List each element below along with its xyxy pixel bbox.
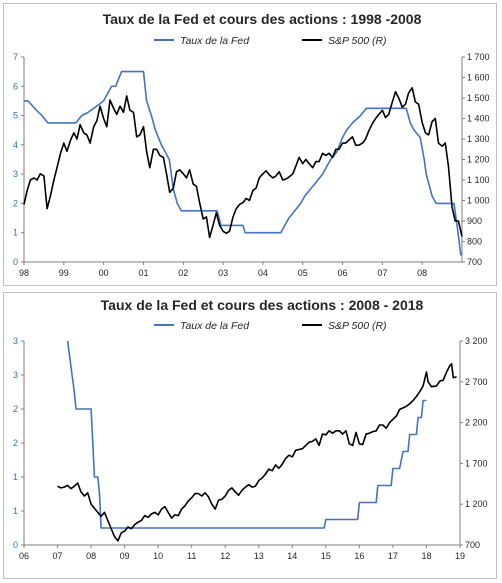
y-right-tick-label: 2 200 (465, 418, 488, 428)
y-right-tick-label: 1 200 (465, 499, 488, 509)
x-tick-label: 00 (99, 268, 109, 278)
y-left-tick-label: 2 (13, 404, 18, 414)
y-left-tick-label: 4 (13, 140, 18, 150)
legend-label-sp500: S&P 500 (R) (328, 320, 387, 332)
y-right-tick-label: 1 700 (465, 458, 488, 468)
y-right-tick-label: 900 (467, 216, 482, 226)
y-right-tick-label: 1 400 (467, 114, 490, 124)
y-right-tick-label: 800 (467, 237, 482, 247)
x-tick-label: 15 (321, 551, 331, 561)
y-right-tick-label: 1 600 (467, 73, 490, 83)
y-right-tick-label: 1 100 (467, 175, 490, 185)
x-tick-label: 08 (86, 551, 96, 561)
y-left-tick-label: 1 (13, 506, 18, 516)
chart-title: Taux de la Fed et cours des actions : 19… (103, 11, 422, 27)
x-tick-label: 98 (19, 268, 29, 278)
y-left-tick-label: 2 (13, 438, 18, 448)
y-left-tick-label: 5 (13, 111, 18, 121)
y-right-tick-label: 1 500 (467, 93, 490, 103)
y-right-tick-label: 700 (467, 257, 482, 267)
x-tick-label: 10 (153, 551, 163, 561)
x-tick-label: 08 (417, 268, 427, 278)
legend-label-sp500: S&P 500 (R) (328, 35, 387, 47)
x-tick-label: 13 (254, 551, 264, 561)
series-line-sp500 (57, 363, 457, 542)
y-right-tick-label: 1 300 (467, 134, 490, 144)
y-left-tick-label: 7 (13, 52, 18, 62)
x-tick-label: 17 (388, 551, 398, 561)
x-tick-label: 18 (421, 551, 431, 561)
y-right-tick-label: 1 700 (467, 52, 490, 62)
y-left-tick-label: 3 (13, 370, 18, 380)
x-tick-label: 12 (220, 551, 230, 561)
series-line-fed-rate (66, 340, 427, 529)
x-tick-label: 16 (354, 551, 364, 561)
x-tick-label: 14 (287, 551, 297, 561)
legend-label-fed: Taux de la Fed (180, 35, 250, 47)
series-line-sp500 (23, 87, 463, 239)
chart-panel-2008-2018: Taux de la Fed et cours des actions : 20… (3, 292, 497, 579)
x-tick-label: 01 (138, 268, 148, 278)
y-right-tick-label: 1 000 (467, 196, 490, 206)
x-tick-label: 06 (338, 268, 348, 278)
x-tick-label: 19 (455, 551, 465, 561)
chart-2008-2018: Taux de la Fed et cours des actions : 20… (13, 297, 488, 561)
x-tick-label: 04 (258, 268, 268, 278)
y-left-tick-label: 0 (13, 540, 18, 550)
y-right-tick-label: 3 200 (465, 336, 488, 346)
y-left-tick-label: 2 (13, 198, 18, 208)
x-tick-label: 05 (298, 268, 308, 278)
x-tick-label: 03 (218, 268, 228, 278)
y-left-tick-label: 6 (13, 81, 18, 91)
x-tick-label: 09 (120, 551, 130, 561)
legend-label-fed: Taux de la Fed (180, 320, 250, 332)
y-right-tick-label: 1 200 (467, 155, 490, 165)
chart-1998-2008: Taux de la Fed et cours des actions : 19… (13, 11, 490, 278)
y-right-tick-label: 2 700 (465, 377, 488, 387)
y-left-tick-label: 1 (13, 228, 18, 238)
series-line-fed-rate (24, 70, 462, 256)
chart-title: Taux de la Fed et cours des actions : 20… (101, 297, 424, 313)
y-left-tick-label: 0 (13, 257, 18, 267)
x-tick-label: 07 (53, 551, 63, 561)
x-tick-label: 06 (19, 551, 29, 561)
y-left-tick-label: 3 (13, 169, 18, 179)
x-tick-label: 11 (187, 551, 196, 561)
x-tick-label: 07 (377, 268, 387, 278)
chart-panel-1998-2008: Taux de la Fed et cours des actions : 19… (3, 3, 497, 286)
x-tick-label: 02 (178, 268, 188, 278)
y-left-tick-label: 3 (13, 336, 18, 346)
y-left-tick-label: 1 (13, 472, 18, 482)
x-tick-label: 99 (59, 268, 69, 278)
y-right-tick-label: 700 (465, 540, 480, 550)
